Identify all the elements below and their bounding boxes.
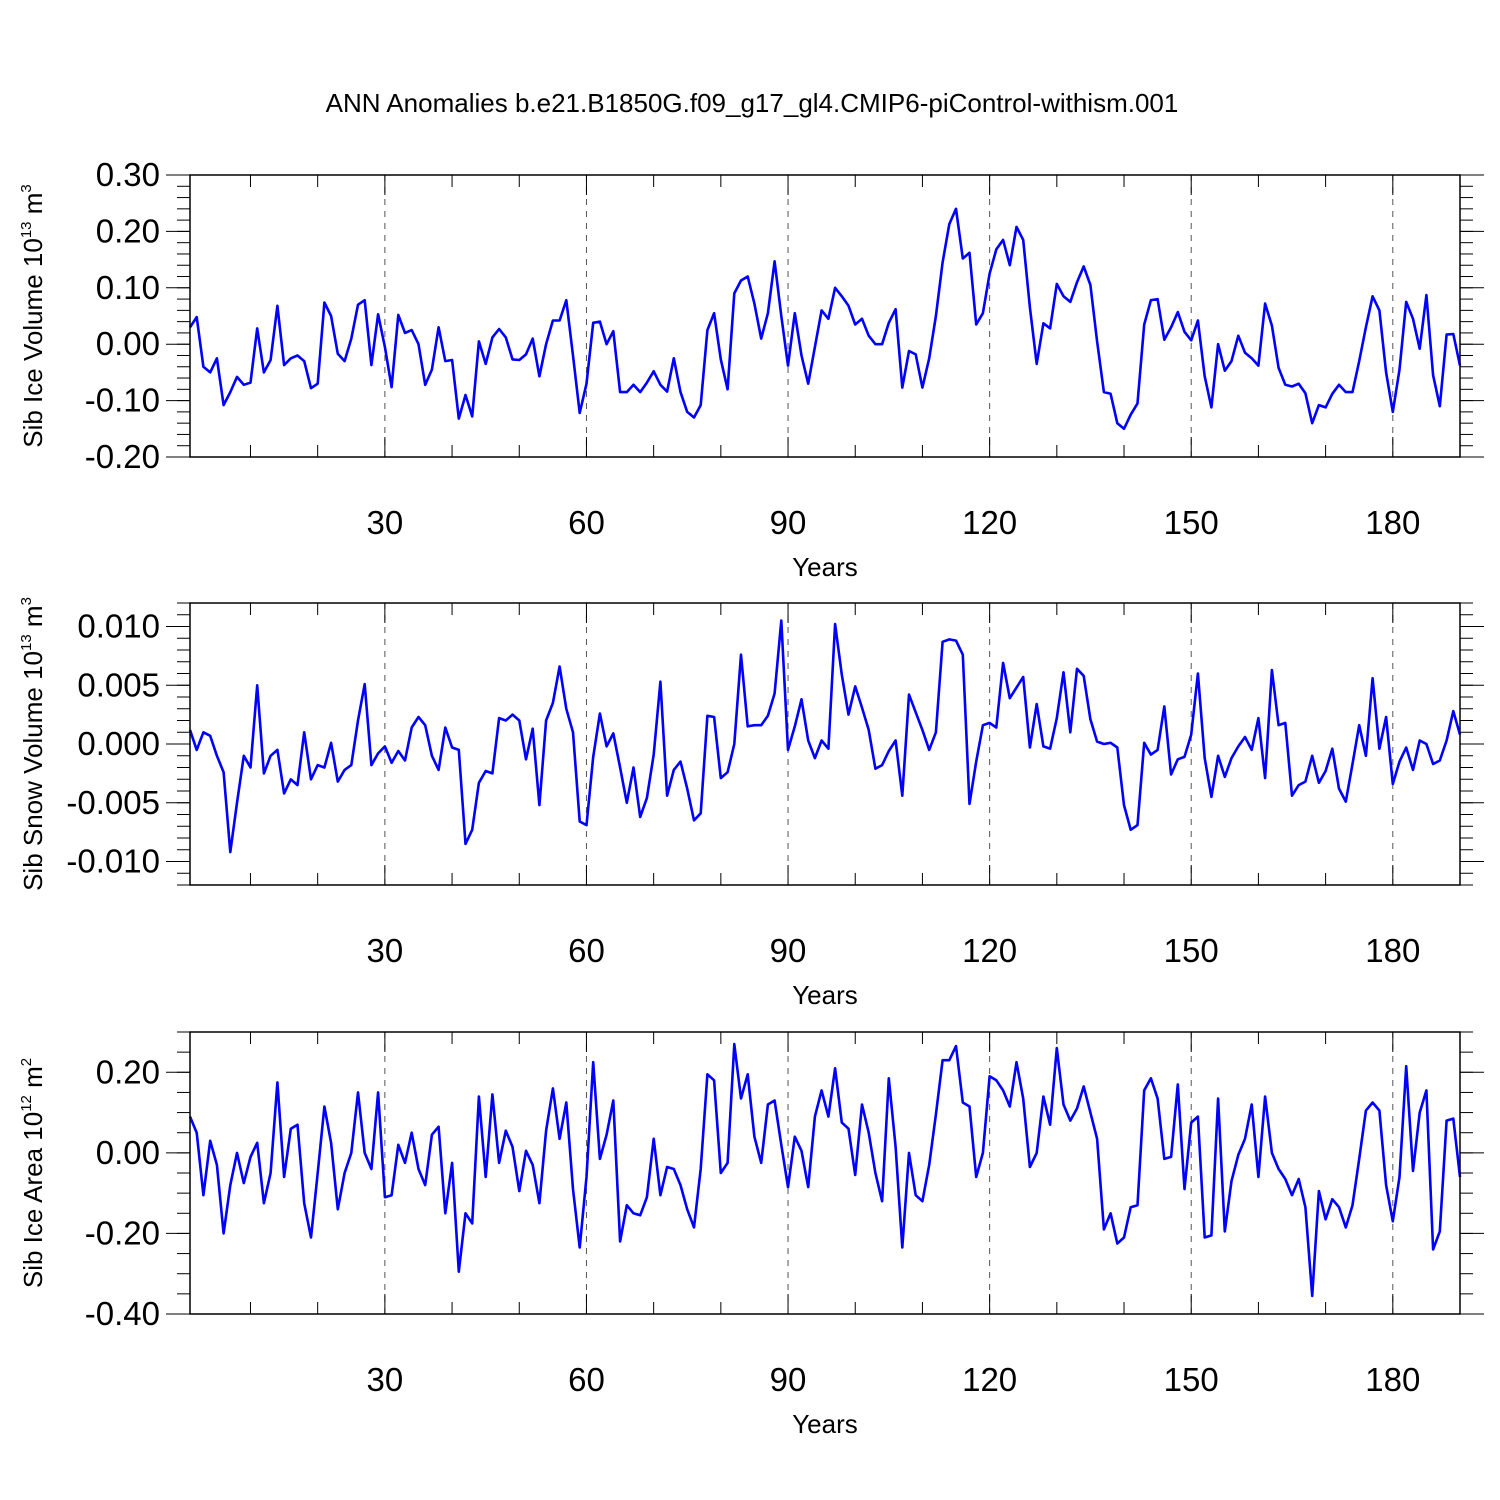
y-tick-label--0.010: -0.010 xyxy=(66,843,160,880)
x-tick-label-180: 180 xyxy=(1365,1361,1420,1398)
panel-3: -0.40 -0.20 0.00 0.20 30 60 90 120 150 180 Years Si… xyxy=(18,1031,1484,1439)
y-tick-label-0.010: 0.010 xyxy=(77,608,160,645)
plot-frame xyxy=(189,174,1461,458)
x-tick-label-30: 30 xyxy=(367,504,404,541)
figure-title: ANN Anomalies b.e21.B1850G.f09_g17_gl4.C… xyxy=(326,88,1179,118)
y-tick-label-0.20: 0.20 xyxy=(96,1053,160,1090)
y-tick-label-0.30: 0.30 xyxy=(96,156,160,193)
y-tick-label--0.10: -0.10 xyxy=(85,382,160,419)
panel-2: -0.010 -0.005 0.000 0.005 0.010 30 60 90 120 150 1… xyxy=(18,597,1484,1010)
x-axis-title: Years xyxy=(792,1409,858,1439)
x-tick-label-60: 60 xyxy=(568,932,605,969)
x-tick-label-90: 90 xyxy=(770,932,807,969)
panels: -0.20 -0.10 0.00 0.10 0.20 0.30 30 60 90 120 150 18… xyxy=(18,156,1484,1439)
series-line-1-1 xyxy=(188,207,1462,431)
series-line-3-1 xyxy=(188,1042,1462,1298)
x-tick-label-120: 120 xyxy=(962,1361,1017,1398)
plot-frame xyxy=(189,602,1461,886)
x-tick-label-30: 30 xyxy=(367,1361,404,1398)
y-tick-label--0.40: -0.40 xyxy=(85,1295,160,1332)
y-axis-title: Sib Ice Volume 1013 m3 xyxy=(18,184,48,448)
y-tick-label--0.005: -0.005 xyxy=(66,784,160,821)
x-tick-label-150: 150 xyxy=(1164,504,1219,541)
y-tick-label-0.000: 0.000 xyxy=(77,725,160,762)
plot-frame xyxy=(189,1031,1461,1315)
y-tick-label-0.00: 0.00 xyxy=(96,1134,160,1171)
y-axis-title: Sib Snow Volume 1013 m3 xyxy=(18,597,48,891)
x-tick-label-150: 150 xyxy=(1164,1361,1219,1398)
x-tick-label-90: 90 xyxy=(770,1361,807,1398)
x-tick-label-120: 120 xyxy=(962,932,1017,969)
y-tick-label-0.00: 0.00 xyxy=(96,325,160,362)
y-tick-label-0.005: 0.005 xyxy=(77,666,160,703)
series-line-2-1 xyxy=(188,619,1462,854)
x-tick-label-60: 60 xyxy=(568,504,605,541)
y-tick-label-0.10: 0.10 xyxy=(96,269,160,306)
x-tick-label-90: 90 xyxy=(770,504,807,541)
y-tick-label-0.20: 0.20 xyxy=(96,212,160,249)
x-axis-title: Years xyxy=(792,980,858,1010)
x-tick-label-120: 120 xyxy=(962,504,1017,541)
x-tick-label-150: 150 xyxy=(1164,932,1219,969)
y-tick-label--0.20: -0.20 xyxy=(85,438,160,475)
panel-1: -0.20 -0.10 0.00 0.10 0.20 0.30 30 60 90 120 150 18… xyxy=(18,156,1484,582)
x-tick-label-180: 180 xyxy=(1365,504,1420,541)
x-tick-label-30: 30 xyxy=(367,932,404,969)
x-tick-label-60: 60 xyxy=(568,1361,605,1398)
x-tick-label-180: 180 xyxy=(1365,932,1420,969)
y-axis-title: Sib Ice Area 1012 m2 xyxy=(18,1058,48,1288)
y-tick-label--0.20: -0.20 xyxy=(85,1214,160,1251)
x-axis-title: Years xyxy=(792,552,858,582)
